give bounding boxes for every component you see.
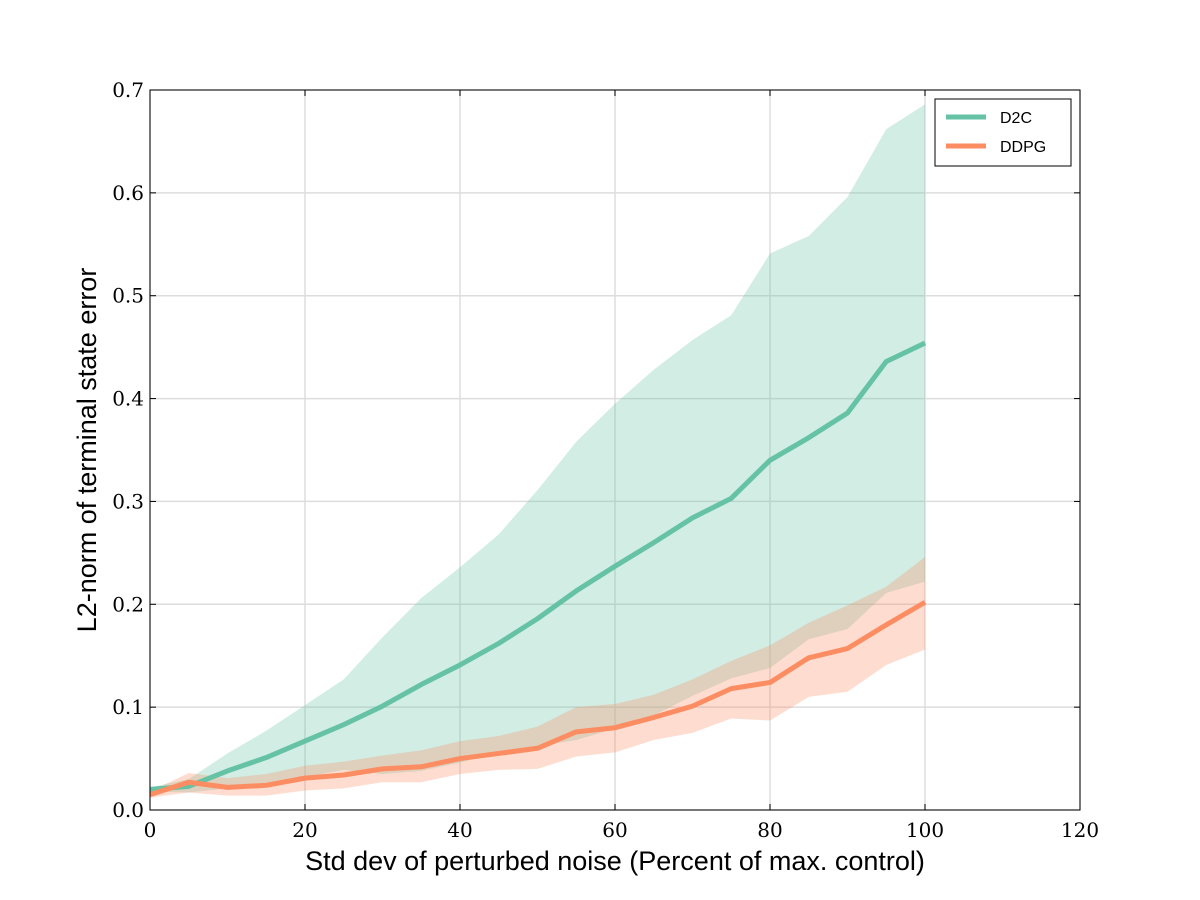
series-line-ddpg bbox=[149, 600, 927, 797]
legend-label-d2c: D2C bbox=[1000, 110, 1032, 127]
legend-box bbox=[934, 98, 1072, 167]
x-tick-label: 120 bbox=[1061, 818, 1099, 842]
y-tick-label: 0.7 bbox=[112, 78, 144, 102]
series-lines bbox=[149, 340, 927, 797]
x-tick-label: 0 bbox=[144, 818, 157, 842]
x-axis-label: Std dev of perturbed noise (Percent of m… bbox=[305, 846, 925, 876]
ticks: 0 20 40 60 80 100 120 0.0 0.1 0.2 0.3 0.4 0.5 0.6 0.7 bbox=[112, 78, 1099, 842]
x-tick-label: 60 bbox=[602, 818, 627, 842]
y-tick-label: 0.5 bbox=[112, 284, 144, 308]
y-tick-label: 0.1 bbox=[112, 695, 144, 719]
confidence-band-d2c bbox=[150, 104, 925, 793]
y-tick-label: 0.2 bbox=[112, 592, 144, 616]
y-tick-label: 0.3 bbox=[112, 489, 144, 513]
grid bbox=[149, 89, 1081, 811]
series-line-d2c bbox=[149, 340, 927, 792]
legend: D2C DDPG bbox=[934, 98, 1072, 167]
x-tick-label: 40 bbox=[447, 818, 472, 842]
x-tick-label: 80 bbox=[757, 818, 782, 842]
legend-label-ddpg: DDPG bbox=[1000, 139, 1046, 156]
y-tick-label: 0.0 bbox=[112, 798, 144, 822]
y-tick-label: 0.6 bbox=[112, 181, 144, 205]
y-axis-label: L2-norm of terminal state error bbox=[72, 268, 102, 633]
confidence-bands bbox=[150, 104, 925, 798]
x-tick-label: 100 bbox=[906, 818, 944, 842]
y-tick-label: 0.4 bbox=[112, 387, 144, 411]
x-tick-label: 20 bbox=[292, 818, 317, 842]
